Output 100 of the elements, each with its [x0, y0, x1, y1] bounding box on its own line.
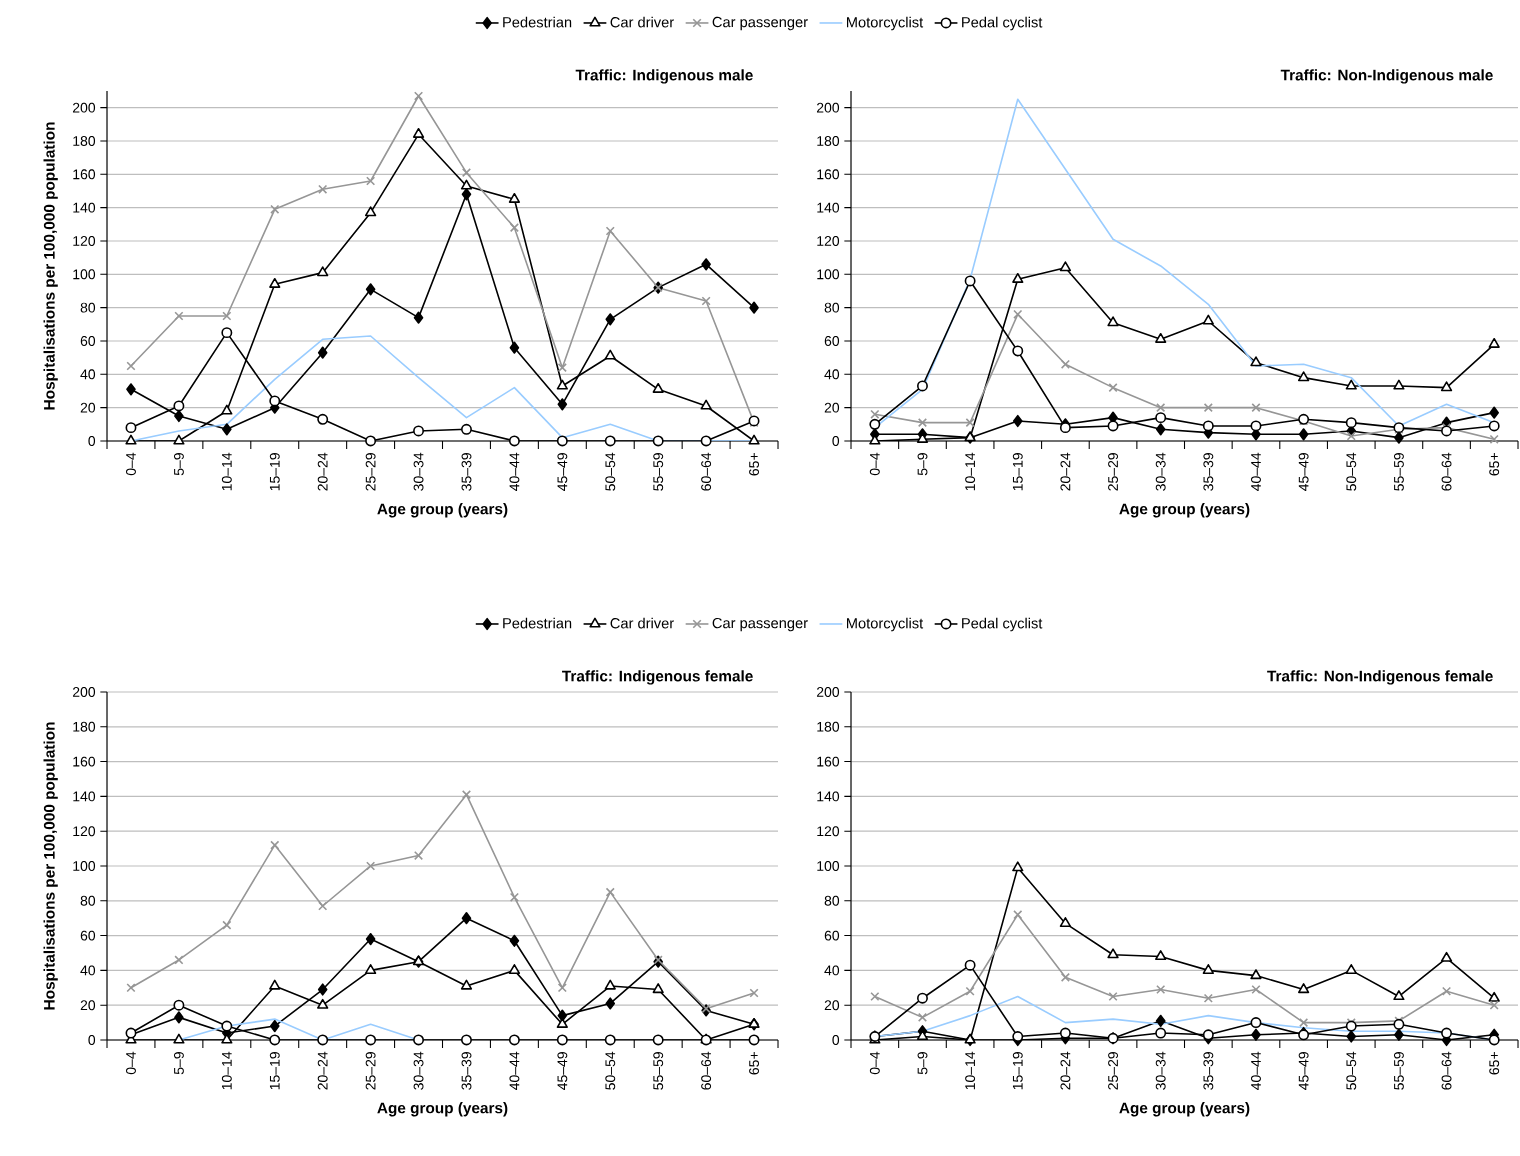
y-tick-label: 200 — [816, 102, 840, 113]
x-tick-label: 25–29 — [1108, 453, 1119, 491]
x-tick-label: 60–64 — [1441, 452, 1452, 491]
x-tick-label: 50–54 — [605, 452, 616, 491]
x-tick-label: 15–19 — [269, 1052, 280, 1090]
x-tick-label: 45–49 — [1298, 1052, 1309, 1090]
x-tick-label: 15–19 — [269, 453, 280, 491]
y-tick-label: 140 — [817, 791, 840, 802]
chart-title: Traffic: Indigenous male — [575, 69, 753, 84]
x-tick-label: 30–34 — [1155, 1051, 1166, 1090]
y-tick-label: 200 — [816, 687, 840, 697]
x-axis-title: Age group (years) — [1119, 503, 1250, 518]
x-tick-label: 15–19 — [1012, 1052, 1023, 1090]
x-tick-label: 45–49 — [557, 1052, 568, 1090]
x-tick-label: 5–9 — [917, 453, 928, 476]
x-tick-label: 10–14 — [965, 452, 976, 491]
y-tick-label: 80 — [80, 302, 96, 313]
x-tick-label: 55–59 — [653, 1052, 664, 1090]
y-tick-label: 20 — [80, 402, 96, 413]
x-tick-label: 65+ — [1489, 1052, 1500, 1075]
x-tick-label: 45–49 — [557, 453, 568, 491]
y-tick-label: 0 — [832, 436, 840, 446]
legend-label: Car passenger — [712, 617, 808, 632]
x-tick-label: 30–34 — [413, 1051, 424, 1090]
y-tick-label: 40 — [80, 965, 96, 976]
y-tick-label: 200 — [72, 102, 96, 113]
x-axis-title: Age group (years) — [1119, 1102, 1250, 1117]
y-tick-label: 80 — [824, 302, 840, 313]
x-tick-label: 60–64 — [701, 1051, 712, 1090]
x-axis-title: Age group (years) — [377, 1102, 508, 1117]
y-tick-label: 0 — [832, 1035, 840, 1045]
y-tick-label: 40 — [824, 369, 840, 380]
y-tick-label: 160 — [817, 756, 840, 767]
y-tick-label: 100 — [817, 861, 840, 871]
y-tick-label: 100 — [73, 269, 96, 280]
x-tick-label: 65+ — [1489, 453, 1500, 476]
x-tick-label: 35–39 — [461, 1052, 472, 1090]
x-tick-label: 25–29 — [365, 453, 376, 491]
y-tick-label: 20 — [80, 1000, 96, 1011]
y-axis-title: Hospitalisations per 100,000 population — [43, 722, 58, 1010]
x-tick-label: 65+ — [749, 1052, 760, 1075]
y-tick-label: 40 — [80, 369, 96, 380]
x-tick-label: 15–19 — [1012, 453, 1023, 491]
x-tick-label: 50–54 — [1346, 452, 1357, 491]
x-tick-label: 10–14 — [221, 1051, 232, 1090]
legend-label: Car driver — [610, 16, 674, 28]
y-tick-label: 140 — [73, 791, 96, 802]
y-tick-label: 180 — [73, 721, 96, 732]
y-tick-label: 120 — [817, 236, 840, 246]
y-axis-title: Hospitalisations per 100,000 population — [43, 122, 58, 410]
y-tick-label: 140 — [73, 202, 96, 213]
legend-label: Motorcyclist — [847, 16, 924, 31]
x-tick-label: 50–54 — [605, 1051, 616, 1090]
legend-label: Pedal cyclist — [962, 16, 1043, 31]
chart-title: Traffic: Non-Indigenous female — [1267, 670, 1493, 685]
x-tick-label: 40–44 — [509, 452, 520, 491]
x-tick-label: 65+ — [749, 453, 760, 476]
y-tick-label: 20 — [824, 1000, 840, 1011]
y-tick-label: 60 — [80, 336, 96, 346]
y-tick-label: 200 — [72, 687, 96, 697]
y-tick-label: 160 — [73, 169, 96, 180]
y-tick-label: 120 — [73, 826, 96, 837]
x-tick-label: 55–59 — [1393, 1052, 1404, 1090]
y-tick-label: 60 — [80, 930, 96, 941]
chart-title: Traffic: Indigenous female — [562, 670, 753, 685]
x-tick-label: 35–39 — [461, 453, 472, 491]
x-tick-label: 40–44 — [1251, 1051, 1261, 1090]
y-tick-label: 60 — [824, 930, 840, 941]
x-tick-label: 0–4 — [869, 1051, 880, 1075]
x-tick-label: 25–29 — [1108, 1052, 1119, 1090]
y-tick-label: 0 — [88, 1035, 96, 1045]
y-tick-label: 60 — [824, 336, 840, 346]
y-tick-label: 100 — [73, 861, 96, 871]
legend-label: Pedestrian — [503, 16, 572, 28]
x-tick-label: 45–49 — [1298, 453, 1309, 491]
x-tick-label: 5–9 — [173, 453, 184, 476]
legend-label: Pedal cyclist — [962, 617, 1043, 632]
x-tick-label: 0–4 — [126, 452, 136, 476]
x-tick-label: 35–39 — [1203, 1052, 1214, 1090]
x-tick-label: 60–64 — [1441, 1051, 1452, 1090]
y-tick-label: 180 — [73, 136, 96, 146]
x-tick-label: 50–54 — [1346, 1051, 1357, 1090]
x-tick-label: 30–34 — [1155, 452, 1166, 491]
x-tick-label: 20–24 — [1060, 1051, 1071, 1090]
x-tick-label: 55–59 — [1393, 453, 1404, 491]
y-tick-label: 120 — [73, 236, 96, 246]
legend-label: Motorcyclist — [847, 617, 924, 632]
x-tick-label: 25–29 — [365, 1052, 376, 1090]
x-tick-label: 5–9 — [173, 1052, 184, 1075]
y-tick-label: 140 — [817, 202, 840, 213]
x-tick-label: 10–14 — [221, 452, 232, 491]
x-tick-label: 40–44 — [509, 1051, 520, 1090]
x-axis-title: Age group (years) — [377, 503, 508, 518]
x-tick-label: 20–24 — [317, 1051, 328, 1090]
x-tick-label: 35–39 — [1203, 453, 1214, 491]
legend-label: Car passenger — [712, 16, 808, 31]
y-tick-label: 20 — [824, 402, 840, 413]
y-tick-label: 0 — [88, 436, 96, 446]
x-tick-label: 40–44 — [1251, 452, 1261, 491]
x-tick-label: 55–59 — [653, 453, 664, 491]
